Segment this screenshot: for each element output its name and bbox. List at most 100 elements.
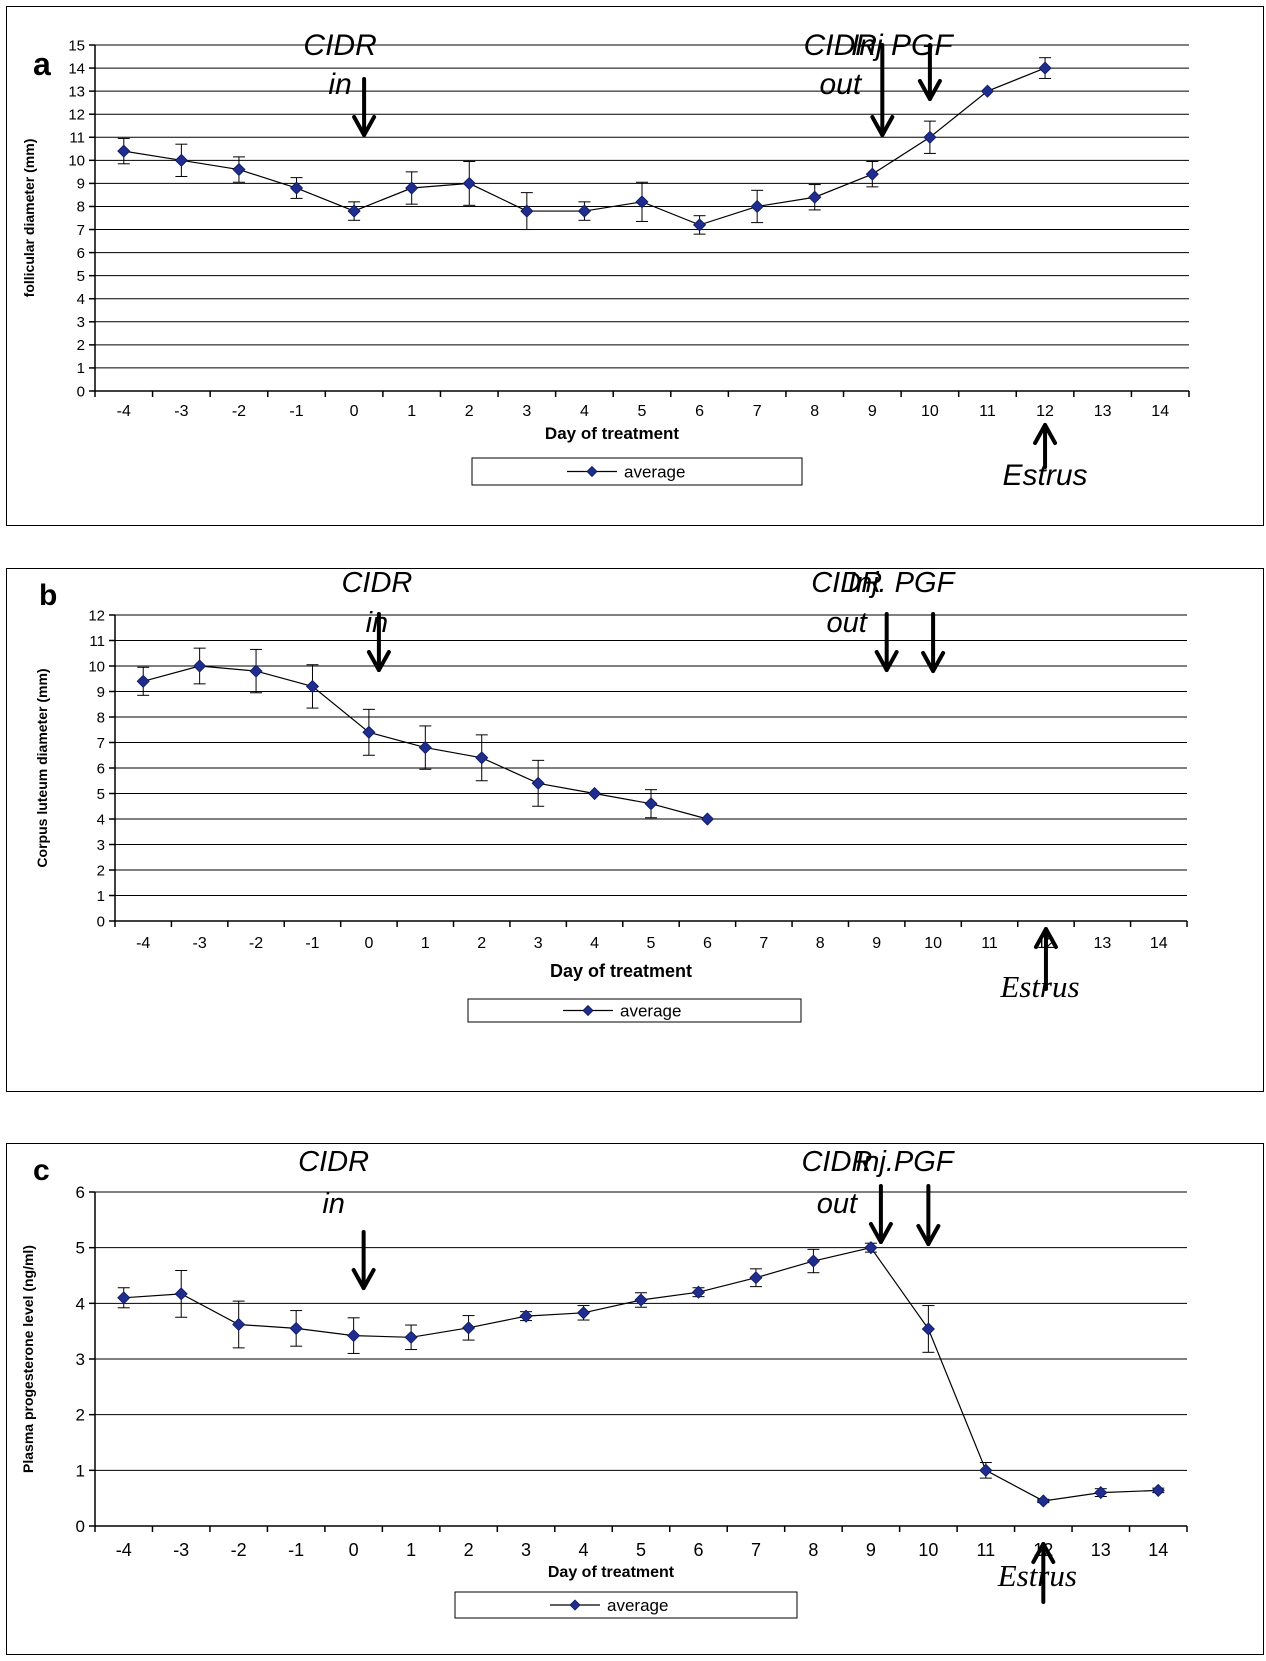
chart-c-data-point xyxy=(519,1309,533,1323)
chart-c-x-axis-label: Day of treatment xyxy=(548,1564,675,1581)
chart-c-x-tick-label: -4 xyxy=(116,1540,132,1560)
chart-a-x-tick-label: 0 xyxy=(350,403,359,420)
chart-a-data-point xyxy=(808,190,822,204)
chart-c-x-tick-label: 8 xyxy=(808,1540,818,1560)
chart-c-data-point xyxy=(979,1463,993,1477)
chart-a-data-point xyxy=(1038,61,1052,75)
chart-c-data-point xyxy=(174,1287,188,1301)
chart-a-panel-letter: a xyxy=(33,46,51,82)
chart-b-annotation-cidr-out-line: out xyxy=(827,607,869,639)
chart-b-data-point xyxy=(362,725,376,739)
chart-a-y-tick-label: 13 xyxy=(68,83,85,100)
chart-a-x-tick-label: 4 xyxy=(580,403,589,420)
chart-a-annotation-cidr-in-line: CIDR xyxy=(303,29,376,62)
chart-a-legend-label: average xyxy=(624,463,685,482)
chart-a-data-point xyxy=(174,153,188,167)
chart-c-x-tick-label: 1 xyxy=(406,1540,416,1560)
chart-b-annotation-cidr-out-arrow-head xyxy=(874,650,899,672)
chart-a-y-tick-label: 6 xyxy=(77,245,85,262)
chart-c-y-axis-label: Plasma progesterone level (ng/ml) xyxy=(20,1245,36,1473)
chart-c-legend-marker xyxy=(569,1599,581,1611)
chart-b-data-point xyxy=(136,674,150,688)
chart-c-data-point xyxy=(462,1321,476,1335)
chart-a-y-tick-label: 8 xyxy=(77,199,85,216)
chart-c-y-tick-label: 2 xyxy=(76,1406,85,1425)
chart-a-annotation-cidr-in-line: in xyxy=(328,68,351,101)
chart-b-annotation-cidr-out-arrow xyxy=(874,612,899,672)
chart-b-annotation-cidr-in-line: CIDR xyxy=(341,567,412,599)
chart-b-x-tick-label: 6 xyxy=(703,935,712,952)
chart-c-annotation-inj-pgf-arrow-head xyxy=(916,1224,941,1246)
chart-c-annotation-cidr-in-arrow-head xyxy=(351,1268,376,1290)
chart-c-estrus-arrow xyxy=(1031,1542,1056,1604)
chart-b-data-point xyxy=(305,679,320,693)
chart-c-x-tick-label: 9 xyxy=(866,1540,876,1560)
chart-a-data-point xyxy=(117,144,131,158)
chart-b-estrus-arrow xyxy=(1033,927,1058,991)
chart-a-y-tick-label: 4 xyxy=(77,291,85,308)
chart-c-data-point xyxy=(1151,1483,1165,1497)
chart-b-y-tick-label: 8 xyxy=(97,709,105,726)
chart-b-x-tick-label: 1 xyxy=(421,935,430,952)
chart-b-x-tick-label: 14 xyxy=(1150,935,1168,952)
chart-b-x-tick-label: 13 xyxy=(1093,935,1111,952)
chart-c-data-point xyxy=(749,1271,763,1285)
chart-panel-b: 0 1 2 3 4 5 6 7 8 9 10 11 12 -4 -3 -2 -1 0 1 2 3 4 5 6 7 8 9 10 11 12… xyxy=(6,567,1264,1092)
chart-c-y-tick-label: 3 xyxy=(76,1350,85,1369)
chart-c-legend-box xyxy=(454,1591,798,1619)
chart-a-x-tick-label: 7 xyxy=(753,403,762,420)
chart-c-data-point xyxy=(1094,1486,1108,1500)
chart-a-x-tick-label: 13 xyxy=(1094,403,1112,420)
chart-c-x-tick-label: -2 xyxy=(231,1540,247,1560)
chart-a-y-tick-label: 14 xyxy=(68,60,85,77)
chart-a-data-point xyxy=(693,218,707,232)
chart-c-x-tick-label: 4 xyxy=(579,1540,589,1560)
chart-a-data-point xyxy=(520,204,534,218)
chart-c-annotation-cidr-out-arrow xyxy=(868,1184,893,1244)
chart-a-data-point xyxy=(923,130,937,144)
chart-b-x-tick-label: 10 xyxy=(924,935,942,952)
chart-b-y-tick-label: 2 xyxy=(97,862,105,879)
chart-b-data-point xyxy=(193,659,207,673)
chart-b-estrus-arrow-head xyxy=(1033,927,1058,949)
chart-a-annotation-cidr-out-arrow-head xyxy=(870,115,895,137)
chart-a-data-point xyxy=(865,167,879,181)
chart-b-panel-letter: b xyxy=(39,579,57,612)
chart-c-x-tick-label: 7 xyxy=(751,1540,761,1560)
chart-b-y-tick-label: 11 xyxy=(89,633,105,650)
chart-b-data-point xyxy=(644,797,658,811)
chart-b-x-tick-label: 8 xyxy=(816,935,825,952)
chart-a-annotation-cidr-out-line: CIDR xyxy=(804,29,877,62)
chart-a-y-tick-label: 11 xyxy=(69,130,85,147)
chart-a-estrus-arrow-head xyxy=(1033,423,1058,445)
chart-b-x-tick-label: -1 xyxy=(305,935,319,952)
chart-b-data-point xyxy=(531,776,545,790)
chart-b-annotation-inj-pgf-arrow-head xyxy=(921,651,946,673)
chart-b-x-tick-label: 3 xyxy=(534,935,543,952)
chart-b-y-tick-label: 4 xyxy=(97,811,105,828)
chart-a-x-tick-label: 14 xyxy=(1151,403,1169,420)
chart-b-annotation-cidr-out-line: CIDR xyxy=(811,567,882,599)
chart-c-data-point xyxy=(576,1306,591,1320)
chart-a-annotation-inj-pgf-line: Inj PGF xyxy=(851,29,954,62)
chart-c-x-tick-label: 5 xyxy=(636,1540,646,1560)
chart-b-data-point xyxy=(588,786,602,801)
chart-c-data-point xyxy=(634,1293,648,1307)
chart-a-data-point xyxy=(462,176,476,190)
chart-b-data-point xyxy=(700,812,714,826)
chart-a-data-point xyxy=(750,199,764,214)
chart-a-y-tick-label: 15 xyxy=(68,37,85,54)
chart-a-x-tick-label: 11 xyxy=(979,403,996,420)
chart-a-y-tick-label: 2 xyxy=(77,337,85,354)
chart-c-data-point xyxy=(864,1241,878,1255)
chart-c-annotation-inj-pgf-line: Inj.PGF xyxy=(855,1146,956,1178)
chart-b-y-tick-label: 7 xyxy=(97,735,105,752)
chart-a-data-point xyxy=(347,204,361,218)
chart-b-legend-label: average xyxy=(620,1002,681,1021)
chart-b-x-tick-label: -4 xyxy=(136,935,150,952)
chart-c-estrus-arrow-head xyxy=(1031,1542,1056,1564)
chart-c-y-tick-label: 4 xyxy=(76,1294,85,1313)
chart-a-y-tick-label: 5 xyxy=(77,268,85,285)
chart-a-legend-box xyxy=(471,457,803,486)
chart-a-x-tick-label: 10 xyxy=(921,403,939,420)
